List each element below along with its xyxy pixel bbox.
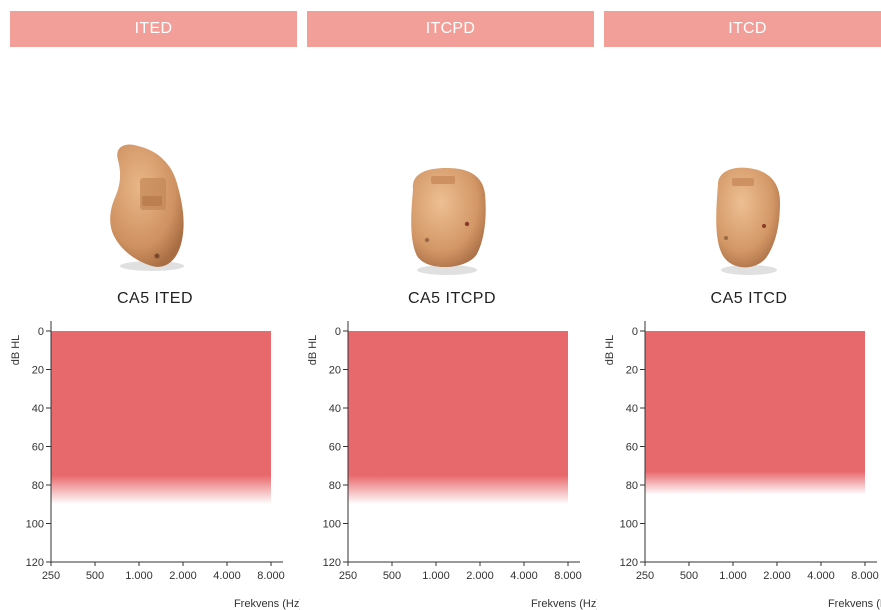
x-tick-label: 250 bbox=[636, 570, 654, 582]
y-tick-label: 20 bbox=[626, 365, 638, 377]
y-tick-label: 100 bbox=[323, 519, 341, 531]
y-tick-label: 100 bbox=[26, 519, 44, 531]
y-tick-label: 60 bbox=[329, 442, 341, 454]
y-tick-label: 40 bbox=[626, 403, 638, 415]
y-tick-label: 20 bbox=[329, 365, 341, 377]
x-tick-label: 500 bbox=[383, 570, 401, 582]
fitting-range-area bbox=[51, 331, 271, 505]
itcd-device-icon bbox=[716, 167, 780, 275]
fitting-range-area bbox=[645, 331, 865, 495]
y-axis-label: dB HL bbox=[307, 335, 319, 366]
y-tick-label: 0 bbox=[632, 326, 638, 338]
x-tick-label: 250 bbox=[42, 570, 60, 582]
y-tick-label: 0 bbox=[38, 326, 44, 338]
column-header: ITCD bbox=[604, 11, 881, 47]
y-tick-label: 80 bbox=[32, 480, 44, 492]
x-tick-label: 500 bbox=[86, 570, 104, 582]
y-tick-label: 60 bbox=[626, 442, 638, 454]
column-header: ITED bbox=[10, 11, 297, 47]
product-column-ited: ITED CA5 ITED 0 20 40 60 80 100 120 250 500 1.000… bbox=[10, 0, 300, 610]
y-tick-label: 40 bbox=[329, 403, 341, 415]
model-name: CA5 ITCPD bbox=[407, 290, 497, 307]
x-tick-label: 2.000 bbox=[763, 570, 791, 582]
y-tick-label: 120 bbox=[620, 557, 638, 569]
y-axis-label: dB HL bbox=[10, 335, 22, 366]
x-tick-label: 4.000 bbox=[510, 570, 538, 582]
product-column-itcpd: ITCPD CA5 ITCPD 0 20 40 60 80 100 120 250 500 1.0… bbox=[307, 0, 597, 610]
model-name: CA5 ITCD bbox=[710, 290, 788, 307]
y-axis-label: dB HL bbox=[604, 335, 616, 366]
x-tick-label: 1.000 bbox=[125, 570, 153, 582]
y-tick-label: 80 bbox=[329, 480, 341, 492]
y-tick-label: 120 bbox=[26, 557, 44, 569]
y-tick-label: 20 bbox=[32, 365, 44, 377]
x-tick-label: 500 bbox=[680, 570, 698, 582]
ited-device-icon bbox=[110, 144, 184, 271]
fitting-range-area bbox=[348, 331, 568, 505]
x-tick-label: 1.000 bbox=[422, 570, 450, 582]
y-tick-label: 100 bbox=[620, 519, 638, 531]
x-tick-label: 1.000 bbox=[719, 570, 747, 582]
x-axis-label: Frekvens (Hz) bbox=[828, 598, 881, 610]
x-axis-label: Frekvens (Hz) bbox=[531, 598, 597, 610]
hearing-aid-image bbox=[307, 120, 597, 290]
x-tick-label: 8.000 bbox=[554, 570, 582, 582]
hearing-aid-image bbox=[604, 120, 881, 290]
y-tick-label: 0 bbox=[335, 326, 341, 338]
x-tick-label: 8.000 bbox=[851, 570, 879, 582]
y-tick-label: 60 bbox=[32, 442, 44, 454]
x-tick-label: 4.000 bbox=[213, 570, 241, 582]
model-name: CA5 ITED bbox=[116, 290, 193, 307]
y-tick-label: 120 bbox=[323, 557, 341, 569]
x-tick-label: 250 bbox=[339, 570, 357, 582]
hearing-aid-image bbox=[10, 120, 300, 290]
y-tick-label: 40 bbox=[32, 403, 44, 415]
x-tick-label: 4.000 bbox=[807, 570, 835, 582]
itcpd-device-icon bbox=[411, 168, 486, 275]
product-column-itcd: ITCD CA5 ITCD 0 20 40 60 80 100 120 250 500 1.000… bbox=[604, 0, 881, 610]
x-tick-label: 2.000 bbox=[169, 570, 197, 582]
x-tick-label: 2.000 bbox=[466, 570, 494, 582]
x-tick-label: 8.000 bbox=[257, 570, 285, 582]
y-tick-label: 80 bbox=[626, 480, 638, 492]
column-header: ITCPD bbox=[307, 11, 594, 47]
x-axis-label: Frekvens (Hz) bbox=[234, 598, 300, 610]
